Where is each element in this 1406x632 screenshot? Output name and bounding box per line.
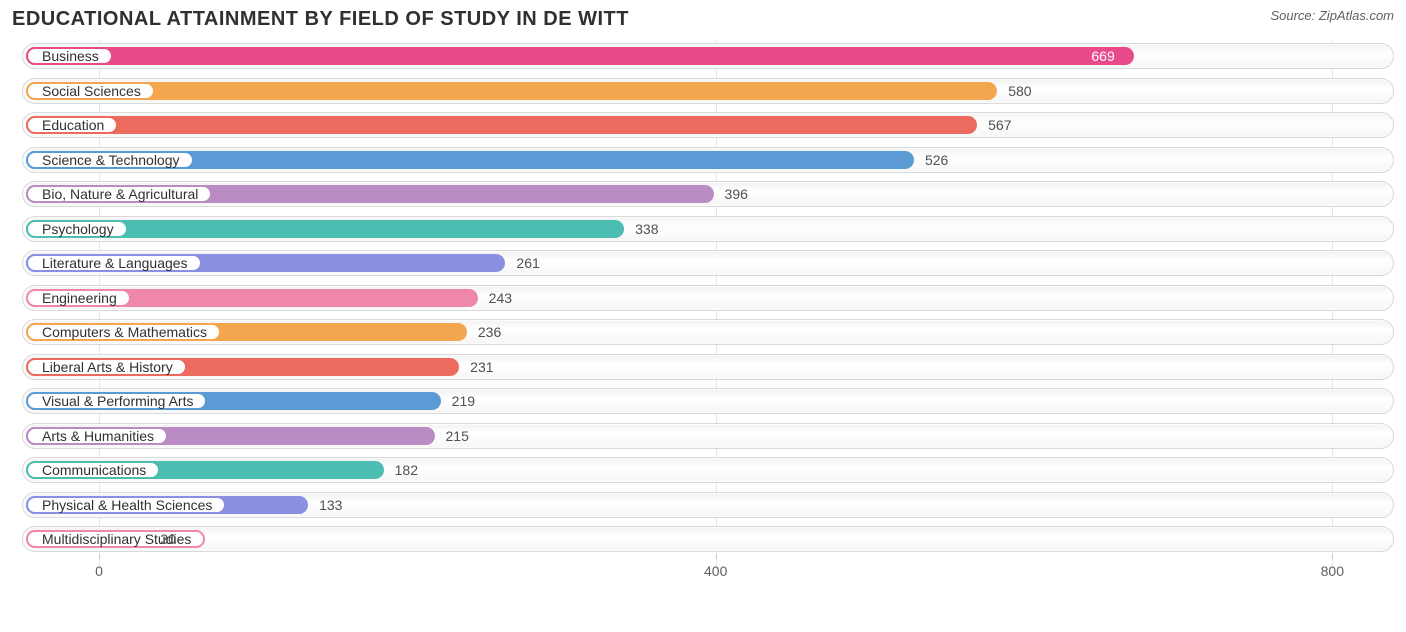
category-label: Engineering: [42, 290, 117, 306]
bar-track: Physical & Health Sciences 133: [22, 492, 1394, 518]
category-label: Communications: [42, 462, 146, 478]
axis-tick-label: 400: [704, 563, 727, 579]
bar-row: Literature & Languages 261: [22, 246, 1394, 281]
bar-row: Education 567: [22, 108, 1394, 143]
category-label: Bio, Nature & Agricultural: [42, 186, 198, 202]
category-label: Science & Technology: [42, 152, 180, 168]
value-label: 396: [725, 186, 748, 202]
category-label: Education: [42, 117, 104, 133]
category-pill: Science & Technology: [26, 151, 194, 169]
category-label: Computers & Mathematics: [42, 324, 207, 340]
category-label: Literature & Languages: [42, 255, 188, 271]
bar-row: Communications 182: [22, 453, 1394, 488]
bar-row: Physical & Health Sciences 133: [22, 488, 1394, 523]
bar-track: Visual & Performing Arts 219: [22, 388, 1394, 414]
category-label: Visual & Performing Arts: [42, 393, 193, 409]
category-pill: Education: [26, 116, 118, 134]
value-label: 526: [925, 152, 948, 168]
category-pill: Engineering: [26, 289, 131, 307]
bar-track: Computers & Mathematics 236: [22, 319, 1394, 345]
bar-track: Literature & Languages 261: [22, 250, 1394, 276]
axis-tick-label: 0: [95, 563, 103, 579]
value-label: 133: [319, 497, 342, 513]
bar-row: Psychology 338: [22, 212, 1394, 247]
value-label: 669: [1091, 48, 1114, 64]
bar-row: Computers & Mathematics 236: [22, 315, 1394, 350]
value-label: 243: [489, 290, 512, 306]
bar-track: Arts & Humanities 215: [22, 423, 1394, 449]
value-label: 261: [516, 255, 539, 271]
category-label: Arts & Humanities: [42, 428, 154, 444]
bar-track: Psychology 338: [22, 216, 1394, 242]
chart-title: EDUCATIONAL ATTAINMENT BY FIELD OF STUDY…: [12, 8, 629, 31]
bar-row: Engineering 243: [22, 281, 1394, 316]
category-pill: Bio, Nature & Agricultural: [26, 185, 212, 203]
chart-source: Source: ZipAtlas.com: [1270, 8, 1394, 23]
bar-track: Multidisciplinary Studies30: [22, 526, 1394, 552]
value-label: 338: [635, 221, 658, 237]
value-label: 182: [395, 462, 418, 478]
value-label: 580: [1008, 83, 1031, 99]
bar-track: Bio, Nature & Agricultural 396: [22, 181, 1394, 207]
category-pill: Computers & Mathematics: [26, 323, 221, 341]
chart-container: EDUCATIONAL ATTAINMENT BY FIELD OF STUDY…: [0, 0, 1406, 632]
bar-track: Liberal Arts & History 231: [22, 354, 1394, 380]
value-label: 30: [160, 531, 176, 547]
chart-rows: Business 669 Social Sciences 580 Education 56…: [22, 39, 1394, 557]
value-label: 219: [452, 393, 475, 409]
category-pill: Communications: [26, 461, 160, 479]
bar-fill: [26, 47, 1134, 65]
bar-track: Science & Technology 526: [22, 147, 1394, 173]
category-pill: Liberal Arts & History: [26, 358, 187, 376]
category-pill: Social Sciences: [26, 82, 155, 100]
category-label: Liberal Arts & History: [42, 359, 173, 375]
category-pill: Physical & Health Sciences: [26, 496, 226, 514]
bar-track: Engineering 243: [22, 285, 1394, 311]
category-pill: Psychology: [26, 220, 128, 238]
bar-row: Visual & Performing Arts 219: [22, 384, 1394, 419]
bar-row: Social Sciences 580: [22, 74, 1394, 109]
category-label: Psychology: [42, 221, 114, 237]
category-label: Social Sciences: [42, 83, 141, 99]
bar-fill: [26, 82, 997, 100]
value-label: 215: [446, 428, 469, 444]
category-pill: Arts & Humanities: [26, 427, 168, 445]
bar-row: Business 669: [22, 39, 1394, 74]
bar-row: Multidisciplinary Studies30: [22, 522, 1394, 557]
bar-track: Education 567: [22, 112, 1394, 138]
axis-tick-label: 800: [1321, 563, 1344, 579]
value-label: 236: [478, 324, 501, 340]
category-pill: Literature & Languages: [26, 254, 202, 272]
bar-row: Science & Technology 526: [22, 143, 1394, 178]
category-pill: Business: [26, 47, 113, 65]
category-label: Physical & Health Sciences: [42, 497, 212, 513]
chart-plot-area: Business 669 Social Sciences 580 Education 56…: [12, 39, 1394, 599]
category-pill: Multidisciplinary Studies: [26, 530, 205, 548]
chart-x-axis: 0 400 800: [22, 559, 1394, 587]
value-label: 567: [988, 117, 1011, 133]
bar-track: Communications 182: [22, 457, 1394, 483]
bar-track: Business 669: [22, 43, 1394, 69]
bar-track: Social Sciences 580: [22, 78, 1394, 104]
bar-fill: [26, 116, 977, 134]
category-pill: Visual & Performing Arts: [26, 392, 207, 410]
bar-row: Bio, Nature & Agricultural 396: [22, 177, 1394, 212]
value-label: 231: [470, 359, 493, 375]
category-label: Business: [42, 48, 99, 64]
bar-row: Arts & Humanities 215: [22, 419, 1394, 454]
chart-header: EDUCATIONAL ATTAINMENT BY FIELD OF STUDY…: [12, 8, 1394, 31]
bar-row: Liberal Arts & History 231: [22, 350, 1394, 385]
